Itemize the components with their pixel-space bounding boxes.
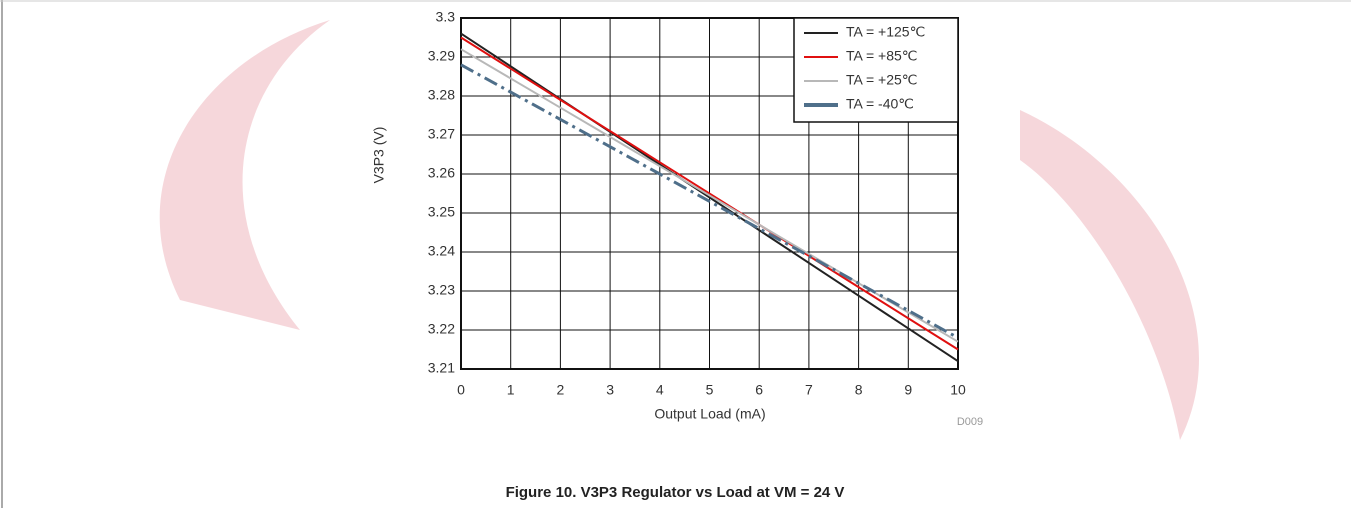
y-tick-label: 3.26 xyxy=(428,165,455,181)
y-tick-label: 3.3 xyxy=(436,9,456,25)
x-tick-label: 2 xyxy=(557,382,565,398)
x-tick-label: 3 xyxy=(606,382,614,398)
legend-label: TA = +85℃ xyxy=(846,48,918,64)
x-tick-label: 8 xyxy=(855,382,863,398)
y-tick-label: 3.21 xyxy=(428,360,455,376)
watermark xyxy=(159,20,330,330)
y-tick-label: 3.28 xyxy=(428,87,455,103)
legend-label: TA = -40℃ xyxy=(846,96,914,112)
y-tick-label: 3.25 xyxy=(428,204,455,220)
caption: Figure 10. V3P3 Regulator vs Load at VM … xyxy=(506,484,845,501)
x-tick-label: 4 xyxy=(656,382,664,398)
x-tick-label: 5 xyxy=(706,382,714,398)
x-tick-label: 6 xyxy=(755,382,763,398)
y-tick-label: 3.22 xyxy=(428,321,455,337)
x-tick-label: 7 xyxy=(805,382,813,398)
x-tick-label: 9 xyxy=(904,382,912,398)
series-line xyxy=(460,63,959,340)
figure-code: D009 xyxy=(957,416,983,428)
legend-label: TA = +25℃ xyxy=(846,72,918,88)
y-tick-label: 3.27 xyxy=(428,126,455,142)
x-tick-label: 10 xyxy=(950,382,966,398)
series-line xyxy=(460,36,959,351)
y-tick-label: 3.24 xyxy=(428,243,455,259)
y-axis-label: V3P3 (V) xyxy=(371,127,387,184)
series-line xyxy=(460,32,959,363)
x-tick-label: 1 xyxy=(507,382,515,398)
y-tick-label: 3.23 xyxy=(428,282,455,298)
legend-label: TA = +125℃ xyxy=(846,24,925,40)
y-tick-label: 3.29 xyxy=(428,48,455,64)
x-tick-label: 0 xyxy=(457,382,465,398)
x-axis-label: Output Load (mA) xyxy=(654,406,765,422)
watermark xyxy=(1020,110,1199,440)
